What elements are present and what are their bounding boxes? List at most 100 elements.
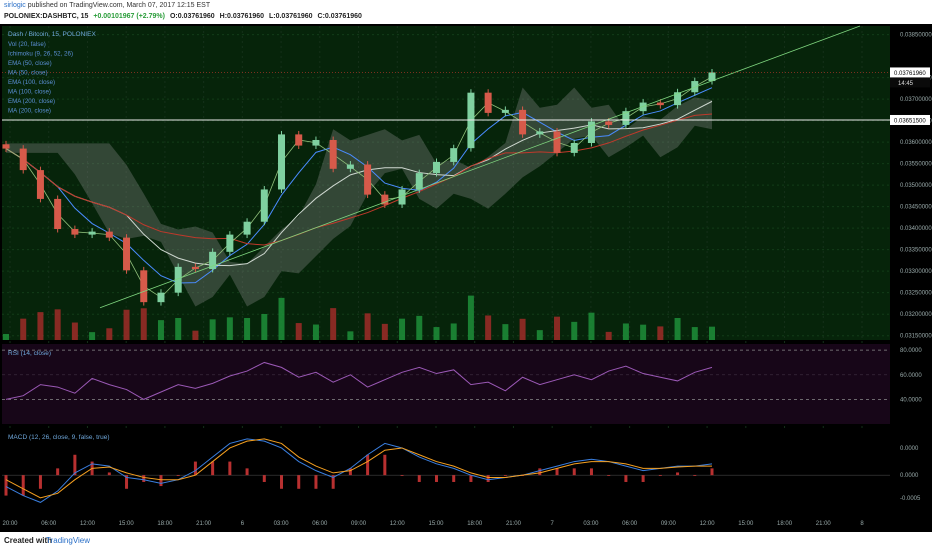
volume-bar	[226, 317, 233, 340]
time-tick-label: 12:00	[80, 521, 96, 527]
candle-body	[656, 102, 664, 106]
macd-histogram-bar	[56, 468, 60, 476]
macd-histogram-bar	[469, 475, 473, 482]
candle-body	[381, 194, 389, 205]
candle-body	[105, 231, 113, 238]
macd-pane-title: MACD (12, 26, close, 9, false, true)	[8, 434, 110, 441]
last-price-bg	[890, 67, 930, 78]
candle-body	[415, 173, 423, 190]
volume-bar	[605, 331, 612, 340]
macd-histogram-bar	[314, 475, 318, 489]
candle-body	[432, 161, 440, 174]
indicator-label: MA (100, close)	[8, 89, 51, 96]
symbol-line: POLONIEX:DASHBTC, 15 +0.00101967 (+2.79%…	[4, 13, 365, 20]
signal-line	[5, 438, 712, 499]
indicator-label: EMA (50, close)	[8, 60, 52, 67]
chart-svg[interactable]: 0.038500000.037500000.037000000.03650000…	[0, 24, 932, 532]
macd-histogram-bar	[38, 475, 42, 489]
candle-body	[674, 92, 682, 106]
volume-bar	[399, 318, 406, 340]
level-label: 0.03651500	[894, 118, 926, 124]
rsi-pane-title: RSI (14, close)	[8, 350, 51, 357]
volume-bar	[364, 313, 371, 340]
macd-histogram-bar	[107, 472, 111, 476]
macd-histogram-bar	[245, 468, 249, 476]
volume-bar	[554, 316, 561, 340]
volume-bar	[485, 315, 492, 340]
candle-body	[71, 229, 79, 235]
macd-histogram-bar	[331, 475, 335, 489]
candle-body	[587, 121, 595, 143]
volume-bar	[209, 319, 216, 340]
time-tick-label: 15:00	[119, 521, 135, 527]
change-label: +0.00101967 (+2.79%)	[93, 13, 165, 20]
price-tick-label: 0.03450000	[900, 205, 932, 211]
volume-bar	[347, 331, 354, 340]
candle-body	[157, 292, 165, 303]
level-label-bg	[890, 114, 930, 125]
volume-bar	[89, 332, 96, 340]
candle-body	[191, 266, 199, 270]
candle-body	[553, 131, 561, 153]
volume-bar	[312, 324, 319, 340]
candle-body	[346, 164, 354, 169]
price-grid	[2, 26, 890, 516]
created-with-text: Created with	[4, 536, 53, 545]
macd-histogram-bar	[21, 475, 25, 496]
rsi-grid: 80.0000 60.0000 40.0000	[2, 348, 922, 403]
volume-bar	[71, 322, 78, 340]
time-tick-label: 18:00	[157, 521, 173, 527]
macd-histogram-bar	[658, 475, 662, 476]
volume-bar	[450, 323, 457, 340]
volume-bar	[433, 327, 440, 340]
rsi-tick-label: 60.0000	[900, 373, 922, 379]
volume-bar	[295, 323, 302, 340]
volume-bar	[37, 312, 44, 340]
volume-bar	[640, 324, 647, 340]
chart-canvas[interactable]: 0.038500000.037500000.037000000.03650000…	[0, 24, 932, 532]
time-tick-label: 15:00	[428, 521, 444, 527]
indicator-label: EMA (200, close)	[8, 98, 55, 105]
price-tick-label: 0.03550000	[900, 162, 932, 168]
candle-body	[243, 221, 251, 235]
volume-bar	[140, 308, 147, 340]
candle-body	[174, 266, 182, 293]
time-tick-label: 18:00	[777, 521, 793, 527]
candle-body	[209, 251, 217, 270]
time-tick-label: 18:00	[467, 521, 483, 527]
macd-histogram-bar	[589, 468, 593, 476]
price-pane[interactable]	[2, 26, 890, 340]
author-link[interactable]: sirlogic	[4, 2, 26, 9]
price-tick-label: 0.03850000	[900, 33, 932, 39]
chart-header: sirlogic published on TradingView.com, M…	[0, 0, 932, 24]
candle-body	[536, 131, 544, 135]
time-tick-label: 21:00	[816, 521, 832, 527]
price-tick-label: 0.03250000	[900, 291, 932, 297]
volume-bar	[519, 318, 526, 340]
indicator-label: MA (50, close)	[8, 70, 48, 77]
rsi-pane[interactable]	[2, 344, 890, 424]
macd-plot	[4, 438, 714, 503]
volume-bar	[381, 323, 388, 340]
candle-body	[605, 121, 613, 125]
macd-histogram-bar	[262, 475, 266, 482]
indicator-label: EMA (100, close)	[8, 79, 55, 86]
countdown-label: 14:45	[898, 81, 914, 87]
candle-body	[226, 234, 234, 252]
volume-bar	[261, 314, 268, 340]
candle-body	[639, 102, 647, 112]
rsi-tick-label: 40.0000	[900, 397, 922, 403]
macd-pane[interactable]	[2, 428, 890, 516]
tradingview-logo[interactable]: TradingView	[46, 536, 91, 545]
price-tick-label: 0.03300000	[900, 269, 932, 275]
volume-bar	[416, 315, 423, 340]
time-tick-label: 15:00	[738, 521, 754, 527]
macd-histogram-bar	[159, 475, 163, 487]
time-axis: 20:00 06:00 12:00 15:00 18:00 21:00 6 03:00 06:0…	[2, 521, 864, 527]
candle-body	[501, 109, 509, 113]
macd-histogram-bar	[211, 461, 215, 476]
macd-histogram-bar	[383, 454, 387, 476]
volume-bar	[3, 334, 9, 340]
candle-body	[36, 170, 44, 199]
published-text: published on TradingView.com, March 07, …	[27, 2, 211, 9]
